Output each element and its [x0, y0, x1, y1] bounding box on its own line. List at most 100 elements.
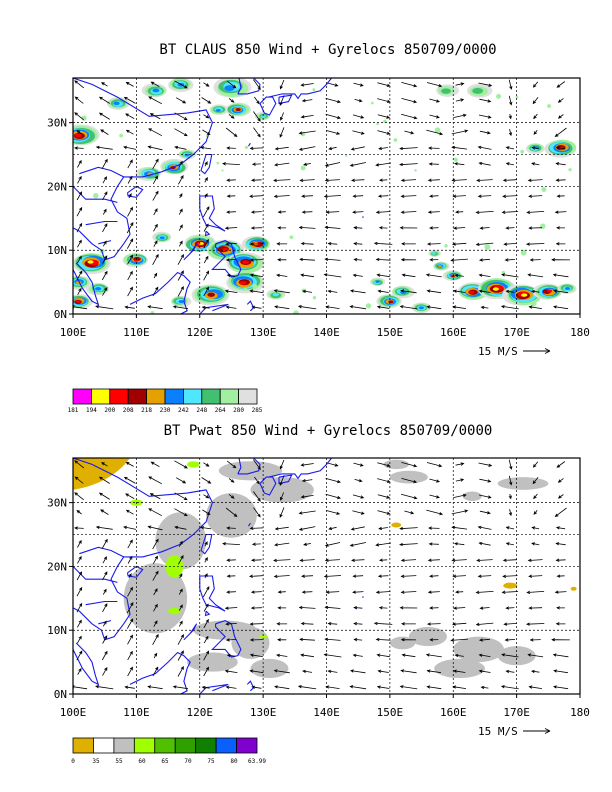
wind-vector	[377, 478, 391, 483]
vector-reference: 15 M/S	[478, 725, 551, 738]
wind-vector	[204, 177, 208, 183]
y-tick-label: 30N	[47, 497, 67, 510]
wind-vector	[400, 574, 417, 578]
wind-vector	[501, 273, 519, 278]
wind-vector	[552, 685, 569, 690]
wind-vector	[77, 175, 82, 184]
wind-vector	[377, 82, 391, 87]
wind-vector	[454, 653, 464, 658]
wind-vector	[451, 509, 469, 515]
wind-vector	[451, 242, 467, 246]
wind-vector	[429, 194, 439, 198]
wind-vector	[505, 146, 515, 150]
wind-vector	[150, 81, 160, 87]
wind-vector	[301, 210, 313, 214]
wind-vector	[249, 653, 263, 657]
wind-vector	[508, 113, 512, 120]
wind-vector	[148, 476, 162, 485]
wind-vector	[174, 80, 188, 89]
wind-vector	[452, 305, 467, 309]
wind-vector	[453, 162, 465, 166]
wind-vector	[429, 494, 440, 499]
wind-vector	[373, 241, 393, 246]
wind-vector	[299, 178, 315, 182]
wind-vector	[123, 96, 136, 104]
wind-vector	[325, 98, 342, 104]
colorbar-label: 181	[68, 407, 79, 414]
wind-vector	[400, 638, 417, 642]
wind-vector	[502, 574, 518, 578]
wind-vector	[401, 622, 416, 626]
wind-vector	[152, 570, 159, 581]
wind-vector	[375, 542, 392, 547]
wind-vector	[226, 178, 236, 182]
wind-vector	[532, 81, 539, 88]
wind-vector	[324, 178, 340, 182]
x-tick-label: 120E	[187, 326, 214, 339]
wind-vector	[478, 669, 491, 673]
wind-vector	[102, 176, 107, 184]
wind-vector	[74, 460, 85, 469]
wind-vector	[152, 555, 158, 564]
wind-vector	[351, 178, 365, 182]
x-tick-label: 110E	[123, 706, 150, 719]
wind-vector	[375, 637, 391, 642]
wind-vector	[400, 493, 418, 500]
wind-vector	[300, 621, 314, 626]
wind-vector	[453, 493, 467, 498]
wind-vector	[352, 194, 364, 198]
wind-vector	[102, 571, 108, 581]
wind-vector	[277, 258, 287, 262]
wind-vector	[250, 606, 262, 610]
vector-ref-label: 15 M/S	[478, 345, 518, 358]
wind-vector	[429, 606, 439, 610]
wind-vector	[556, 194, 565, 198]
wind-vector	[426, 305, 442, 310]
wind-vector	[101, 462, 108, 467]
wind-vector	[225, 638, 237, 642]
panel-pwat: BT Pwat 850 Wind + Gyrelocs 850709/0000 …	[47, 423, 590, 765]
wind-vector	[455, 82, 465, 86]
wind-vector	[204, 557, 208, 563]
wind-vector	[552, 305, 569, 310]
wind-vector	[453, 226, 466, 230]
coastlines	[73, 78, 364, 314]
wind-vector	[127, 270, 133, 281]
wind-vector	[478, 258, 490, 262]
wind-vector	[478, 541, 491, 546]
wind-vector	[350, 526, 365, 531]
wind-vector	[429, 638, 439, 642]
x-tick-label: 180	[570, 706, 590, 719]
wind-vector	[279, 127, 285, 138]
wind-vector	[226, 653, 236, 658]
wind-vector	[250, 558, 262, 562]
wind-vector	[224, 226, 238, 230]
wind-vector	[555, 178, 566, 182]
wind-vector	[378, 146, 388, 151]
wind-vector	[529, 638, 541, 642]
panel-title: BT Pwat 850 Wind + Gyrelocs 850709/0000	[164, 423, 493, 439]
wind-vector	[528, 685, 542, 689]
wind-vector	[479, 98, 492, 103]
wind-vector	[300, 83, 314, 87]
wind-vector	[327, 82, 339, 87]
wind-vector	[501, 590, 519, 594]
wind-vector	[174, 508, 188, 517]
wind-vector	[526, 590, 545, 594]
wind-vector	[273, 669, 290, 674]
wind-vector	[400, 258, 417, 262]
wind-vector	[303, 542, 311, 546]
wind-vector	[399, 162, 418, 167]
wind-vector	[323, 273, 342, 278]
wind-vector	[177, 633, 184, 645]
wind-vector	[203, 462, 210, 467]
wind-vector	[404, 130, 415, 135]
wind-vector	[404, 510, 415, 515]
wind-vector	[225, 507, 238, 517]
colorbar-swatch	[109, 388, 129, 405]
wind-vector	[178, 588, 183, 595]
wind-vector	[327, 622, 338, 626]
wind-vector	[378, 606, 388, 610]
wind-vector	[504, 258, 516, 262]
x-tick-label: 120E	[187, 706, 214, 719]
